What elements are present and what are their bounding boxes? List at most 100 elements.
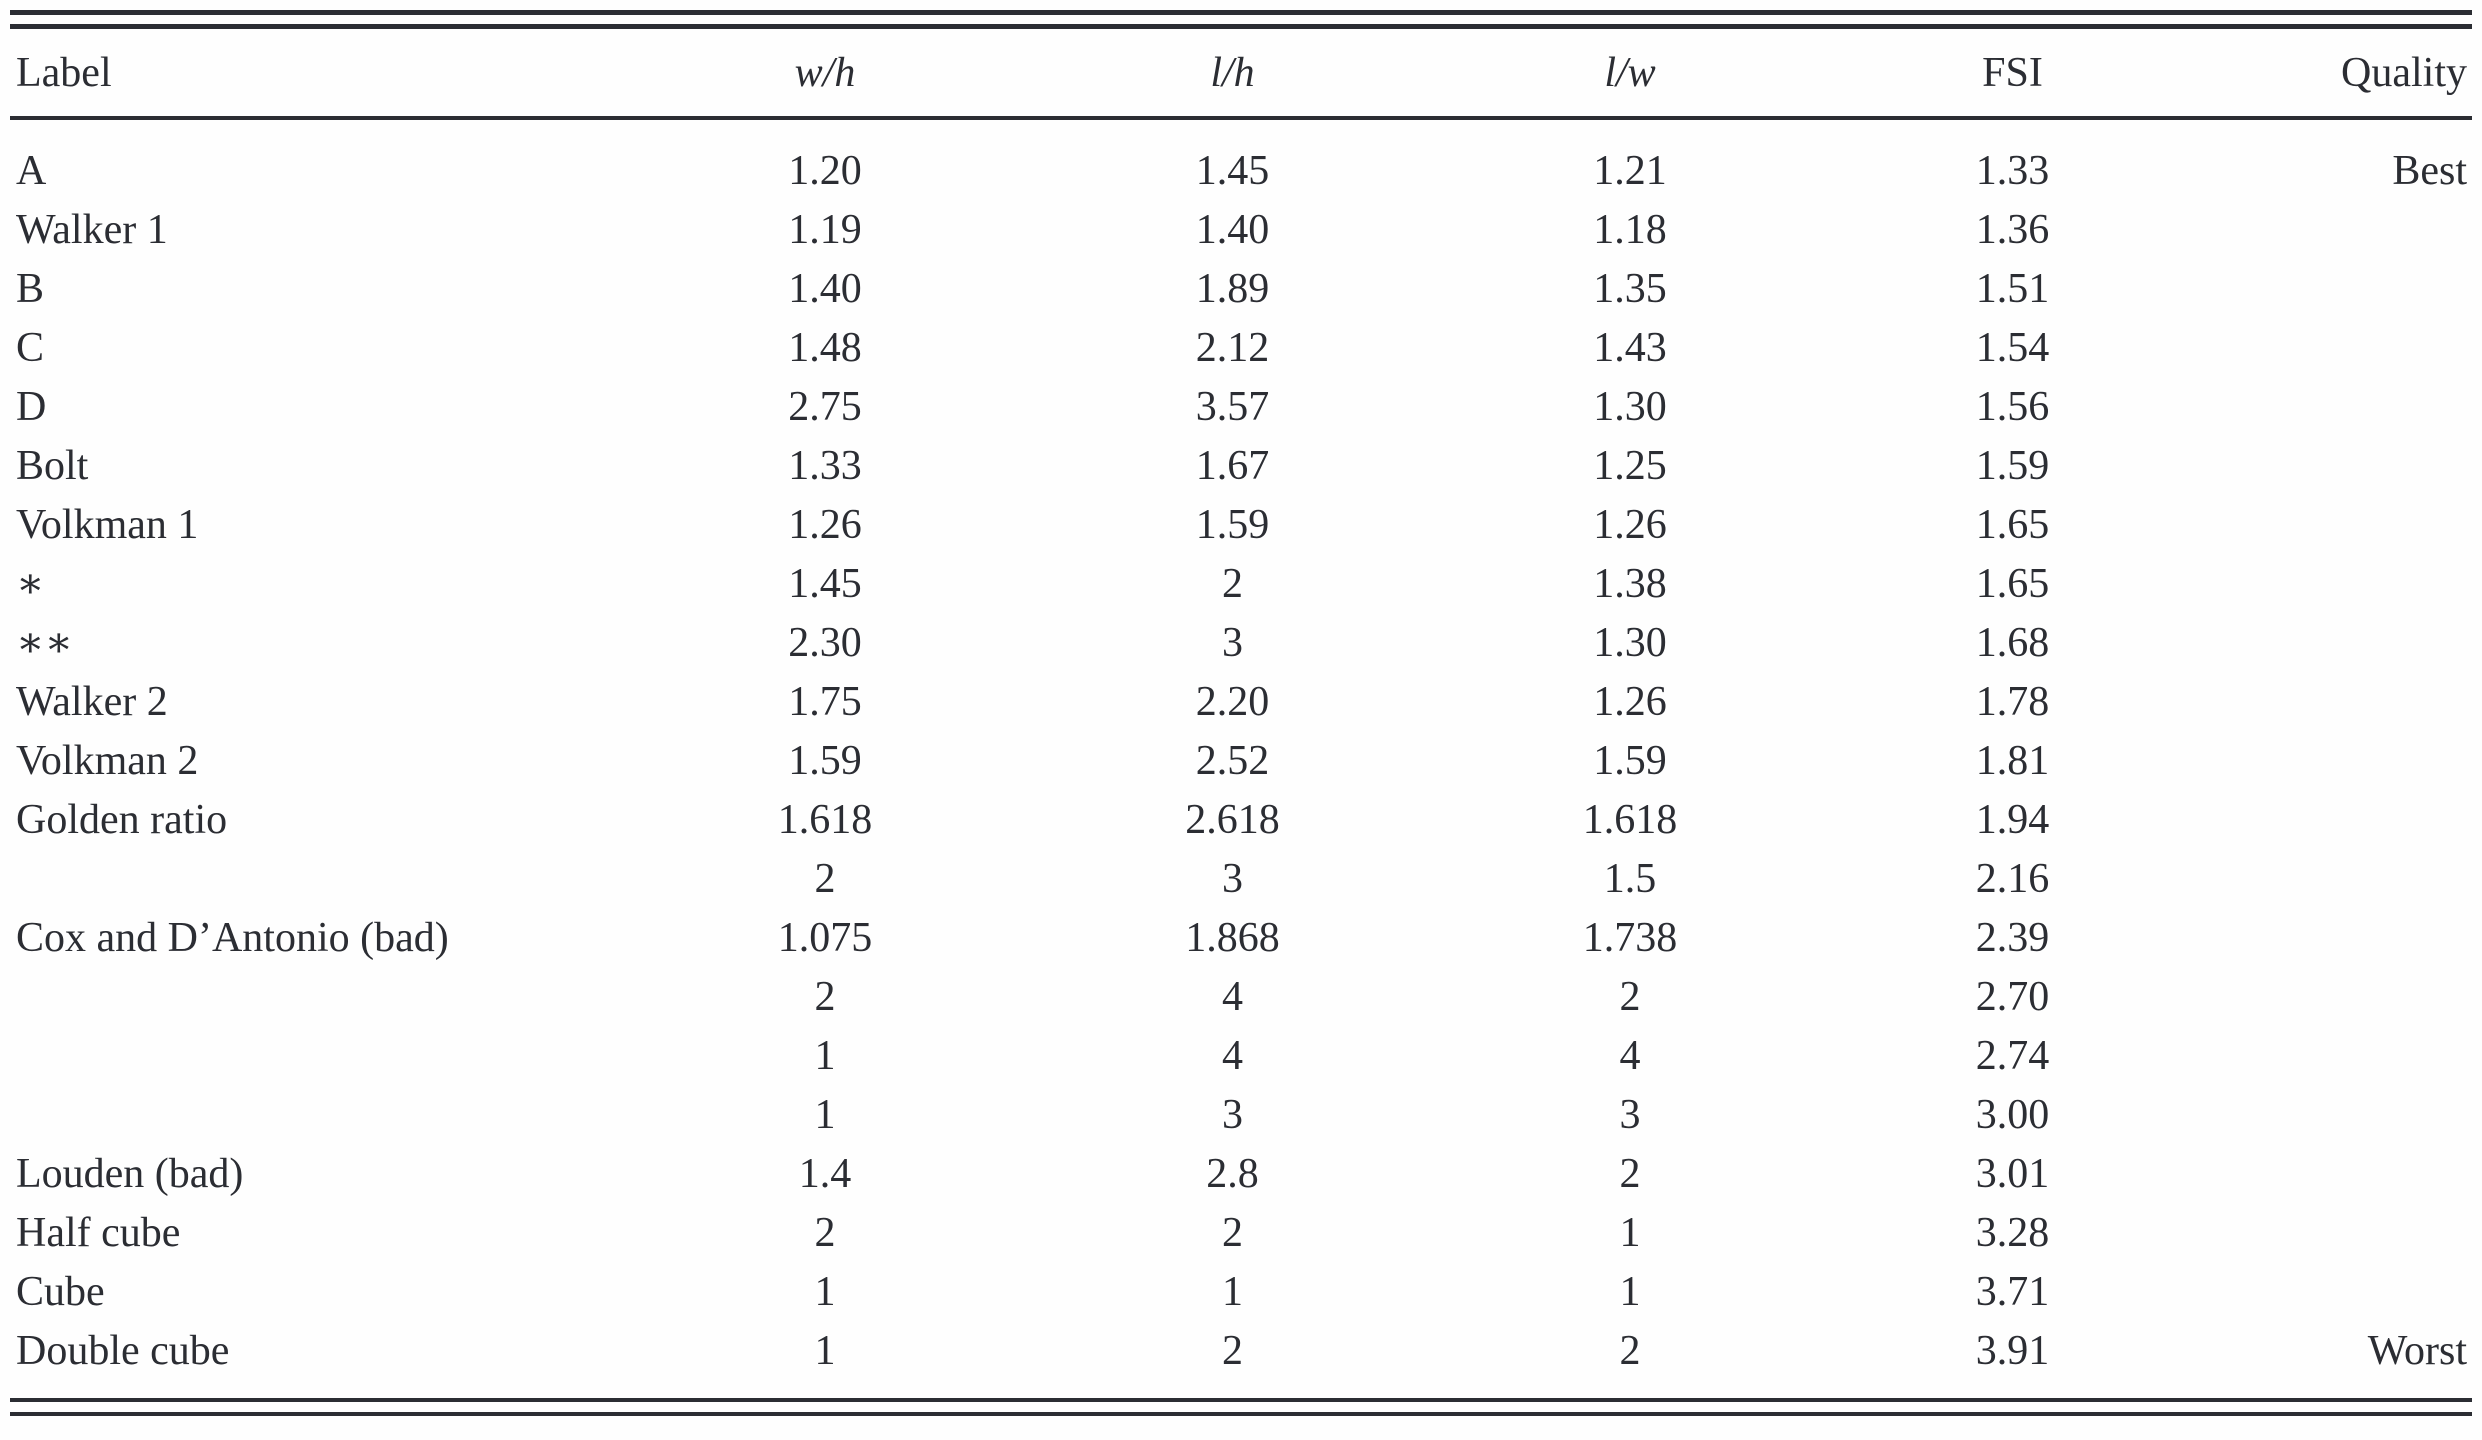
cell-l-w: 1.26 bbox=[1593, 501, 1667, 548]
cell-quality: Best bbox=[2392, 147, 2467, 194]
cell-quality bbox=[2200, 967, 2472, 1026]
table-row: Cube 1 1 1 3.71 bbox=[10, 1262, 2472, 1321]
cell-quality bbox=[2200, 908, 2472, 967]
column-header-fsi: FSI bbox=[1825, 29, 2200, 120]
cell-label: Louden (bad) bbox=[16, 1150, 244, 1197]
cell-quality bbox=[2200, 259, 2472, 318]
table-row: Walker 2 1.75 2.20 1.26 1.78 bbox=[10, 672, 2472, 731]
cell-l-w: 1.30 bbox=[1593, 383, 1667, 430]
cell-label: ∗ bbox=[16, 560, 45, 607]
cell-l-h: 3 bbox=[1222, 855, 1243, 902]
cell-l-w: 1.26 bbox=[1593, 678, 1667, 725]
cell-fsi: 2.70 bbox=[1975, 973, 2050, 1020]
cell-l-h: 1.89 bbox=[1195, 265, 1270, 312]
cell-label bbox=[10, 1026, 620, 1085]
cell-l-h: 1 bbox=[1222, 1268, 1243, 1315]
table-row: 2 4 2 2.70 bbox=[10, 967, 2472, 1026]
cell-fsi: 3.01 bbox=[1975, 1150, 2050, 1197]
table-row: B 1.40 1.89 1.35 1.51 bbox=[10, 259, 2472, 318]
top-rule-outer bbox=[10, 10, 2472, 15]
cell-l-w: 1.43 bbox=[1593, 324, 1667, 371]
cell-l-w: 2 bbox=[1619, 973, 1641, 1020]
cell-quality bbox=[2200, 1262, 2472, 1321]
cell-label: A bbox=[16, 147, 47, 194]
column-header-l-h: l/h bbox=[1030, 29, 1435, 120]
cell-label: Volkman 1 bbox=[16, 501, 199, 548]
cell-l-w: 1 bbox=[1619, 1268, 1641, 1315]
cell-l-w: 1 bbox=[1619, 1209, 1641, 1256]
cell-quality bbox=[2200, 200, 2472, 259]
cell-w-h: 1 bbox=[814, 1032, 836, 1079]
cell-w-h: 1.33 bbox=[788, 442, 862, 489]
cell-fsi: 3.91 bbox=[1975, 1327, 2050, 1374]
cell-fsi: 1.56 bbox=[1975, 383, 2050, 430]
cell-label: C bbox=[16, 324, 45, 371]
cell-w-h: 2 bbox=[814, 855, 836, 902]
cell-quality bbox=[2200, 1085, 2472, 1144]
cell-l-w: 1.18 bbox=[1593, 206, 1667, 253]
table-header: Label w/h l/h l/w FSI Quality bbox=[10, 29, 2472, 120]
cell-fsi: 1.65 bbox=[1975, 501, 2050, 548]
cell-label: Walker 2 bbox=[16, 678, 168, 725]
cell-fsi: 2.74 bbox=[1975, 1032, 2050, 1079]
cell-w-h: 1.48 bbox=[788, 324, 862, 371]
cell-l-w: 1.25 bbox=[1593, 442, 1667, 489]
cell-w-h: 1 bbox=[814, 1327, 836, 1374]
cell-l-h: 2.12 bbox=[1195, 324, 1270, 371]
cell-fsi: 1.68 bbox=[1975, 619, 2050, 666]
bottom-rule-outer bbox=[10, 1412, 2472, 1416]
cell-quality bbox=[2200, 731, 2472, 790]
table-row: ∗ 1.45 2 1.38 1.65 bbox=[10, 554, 2472, 613]
table-row: ∗∗ 2.30 3 1.30 1.68 bbox=[10, 613, 2472, 672]
column-header-label: Label bbox=[10, 29, 620, 120]
cell-w-h: 1 bbox=[814, 1268, 836, 1315]
cell-label: B bbox=[16, 265, 45, 312]
cell-fsi: 1.36 bbox=[1975, 206, 2050, 253]
cell-w-h: 1.45 bbox=[788, 560, 862, 607]
cell-l-h: 2 bbox=[1222, 1209, 1243, 1256]
cell-l-h: 2.20 bbox=[1195, 678, 1270, 725]
cell-fsi: 3.28 bbox=[1975, 1209, 2050, 1256]
cell-fsi: 1.54 bbox=[1975, 324, 2050, 371]
cell-l-h: 2.52 bbox=[1195, 737, 1270, 784]
table-row: Double cube 1 2 2 3.91 Worst bbox=[10, 1321, 2472, 1380]
cell-w-h: 2.75 bbox=[788, 383, 862, 430]
cell-w-h: 1.40 bbox=[788, 265, 862, 312]
cell-quality bbox=[2200, 613, 2472, 672]
cell-quality bbox=[2200, 554, 2472, 613]
cell-l-h: 2 bbox=[1222, 1327, 1243, 1374]
cell-quality bbox=[2200, 1026, 2472, 1085]
cell-l-h: 3 bbox=[1222, 1091, 1243, 1138]
table-row: Louden (bad) 1.4 2.8 2 3.01 bbox=[10, 1144, 2472, 1203]
cell-l-w: 1.35 bbox=[1593, 265, 1667, 312]
cell-l-w: 1.30 bbox=[1593, 619, 1667, 666]
table-row: Golden ratio 1.618 2.618 1.618 1.94 bbox=[10, 790, 2472, 849]
cell-l-w: 3 bbox=[1619, 1091, 1641, 1138]
cell-w-h: 1.075 bbox=[777, 914, 873, 961]
table-row: 1 4 4 2.74 bbox=[10, 1026, 2472, 1085]
cell-label: Cox and D’Antonio (bad) bbox=[16, 914, 449, 961]
header-row: Label w/h l/h l/w FSI Quality bbox=[10, 29, 2472, 120]
cell-l-h: 4 bbox=[1222, 973, 1243, 1020]
cell-quality bbox=[2200, 436, 2472, 495]
cell-w-h: 1.19 bbox=[788, 206, 862, 253]
cell-l-h: 3 bbox=[1222, 619, 1243, 666]
cell-l-w: 4 bbox=[1619, 1032, 1641, 1079]
cell-quality bbox=[2200, 377, 2472, 436]
table-row: A 1.20 1.45 1.21 1.33 Best bbox=[10, 118, 2472, 200]
cell-w-h: 2 bbox=[814, 973, 836, 1020]
cell-label: Cube bbox=[16, 1268, 105, 1315]
cell-l-w: 2 bbox=[1619, 1327, 1641, 1374]
fsi-table: Label w/h l/h l/w FSI Quality A 1.20 1.45 1.21 1.… bbox=[10, 29, 2472, 1380]
column-header-w-h: w/h bbox=[620, 29, 1030, 120]
cell-l-h: 3.57 bbox=[1195, 383, 1270, 430]
cell-quality bbox=[2200, 495, 2472, 554]
cell-quality bbox=[2200, 1144, 2472, 1203]
cell-w-h: 1.75 bbox=[788, 678, 862, 725]
cell-l-w: 1.59 bbox=[1593, 737, 1667, 784]
cell-l-w: 1.21 bbox=[1593, 147, 1667, 194]
table-body: A 1.20 1.45 1.21 1.33 Best Walker 1 1.19 1.40 1.1… bbox=[10, 118, 2472, 1380]
cell-quality bbox=[2200, 849, 2472, 908]
cell-l-w: 1.618 bbox=[1582, 796, 1678, 843]
